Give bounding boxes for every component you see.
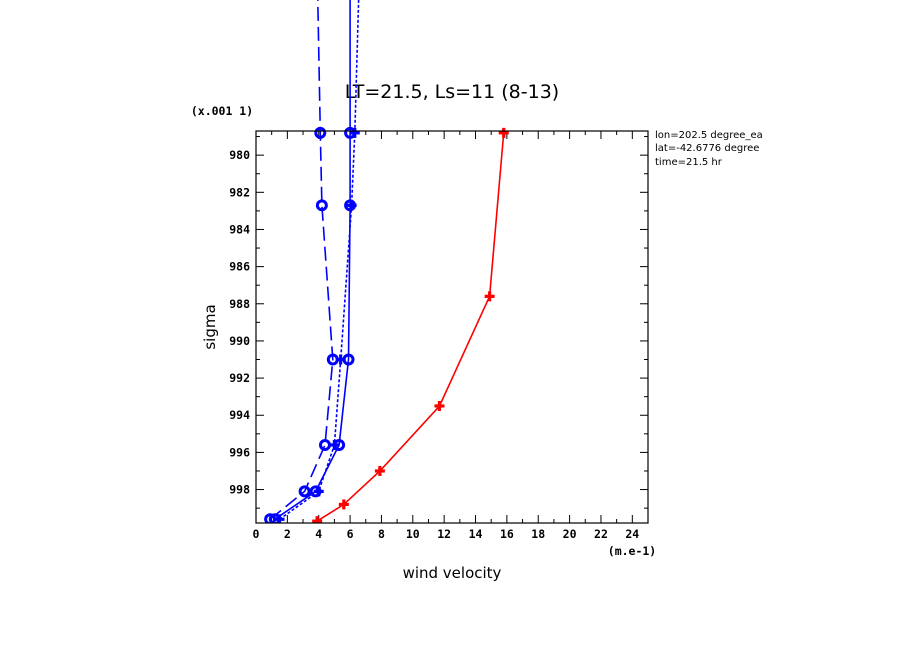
series-3-point-1 xyxy=(313,486,324,497)
series-2-point-1 xyxy=(298,485,311,498)
annotation-lon: lon=202.5 degree_ea xyxy=(655,130,763,141)
x-unit-label: (m.e-1) xyxy=(608,544,656,558)
x-tick-label-11: 22 xyxy=(594,527,608,541)
series-group xyxy=(264,0,509,523)
x-tick-label-1: 2 xyxy=(284,527,291,541)
y-tick-label-8: 996 xyxy=(229,445,250,459)
series-0-point-4 xyxy=(484,291,495,302)
y-tick-label-3: 986 xyxy=(229,260,250,274)
x-tick-label-12: 24 xyxy=(625,527,639,541)
series-0-point-3 xyxy=(434,400,445,411)
annotation-lat: lat=-42.6776 degree xyxy=(655,143,759,154)
x-tick-label-9: 18 xyxy=(531,527,545,541)
y-tick-label-9: 998 xyxy=(229,483,250,497)
x-tick-label-6: 12 xyxy=(437,527,451,541)
x-tick-label-0: 0 xyxy=(253,527,260,541)
y-tick-label-5: 990 xyxy=(229,334,250,348)
series-3-point-5 xyxy=(349,127,360,138)
series-0-point-0 xyxy=(312,516,323,523)
series-3-point-4 xyxy=(346,200,357,211)
series-2-point-4 xyxy=(315,199,328,212)
y-tick-label-0: 980 xyxy=(229,148,250,162)
series-0-point-1 xyxy=(338,499,349,510)
series-0-point-2 xyxy=(374,465,385,476)
plot-frame xyxy=(255,130,649,524)
x-axis-label: wind velocity xyxy=(403,564,502,582)
y-tick-label-2: 984 xyxy=(229,222,250,236)
x-tick-label-3: 6 xyxy=(347,527,354,541)
y-tick-label-4: 988 xyxy=(229,297,250,311)
y-axis-label: sigma xyxy=(201,304,219,349)
x-tick-label-5: 10 xyxy=(406,527,420,541)
x-tick-label-2: 4 xyxy=(315,527,322,541)
x-tick-label-10: 20 xyxy=(563,527,577,541)
y-tick-label-6: 992 xyxy=(229,371,250,385)
series-2-line xyxy=(269,0,334,520)
x-tick-label-4: 8 xyxy=(378,527,385,541)
y-tick-label-7: 994 xyxy=(229,408,250,422)
series-2-point-2 xyxy=(318,438,331,451)
x-tick-label-8: 16 xyxy=(500,527,514,541)
axis-ticks: 0 2 4 6 8 10 12 14 16 18 20 22 249809829849869889909… xyxy=(229,131,648,541)
y-tick-label-1: 982 xyxy=(229,185,250,199)
series-3-point-2 xyxy=(329,439,340,450)
annotation-time: time=21.5 hr xyxy=(655,157,723,168)
series-0-line xyxy=(316,132,505,522)
y-unit-label: (x.001 1) xyxy=(191,104,253,118)
x-tick-label-7: 14 xyxy=(469,527,483,541)
series-2-point-5 xyxy=(314,126,327,139)
series-3-point-3 xyxy=(335,354,346,365)
chart-title: LT=21.5, Ls=11 (8-13) xyxy=(345,81,559,103)
series-0-point-5 xyxy=(498,127,509,138)
